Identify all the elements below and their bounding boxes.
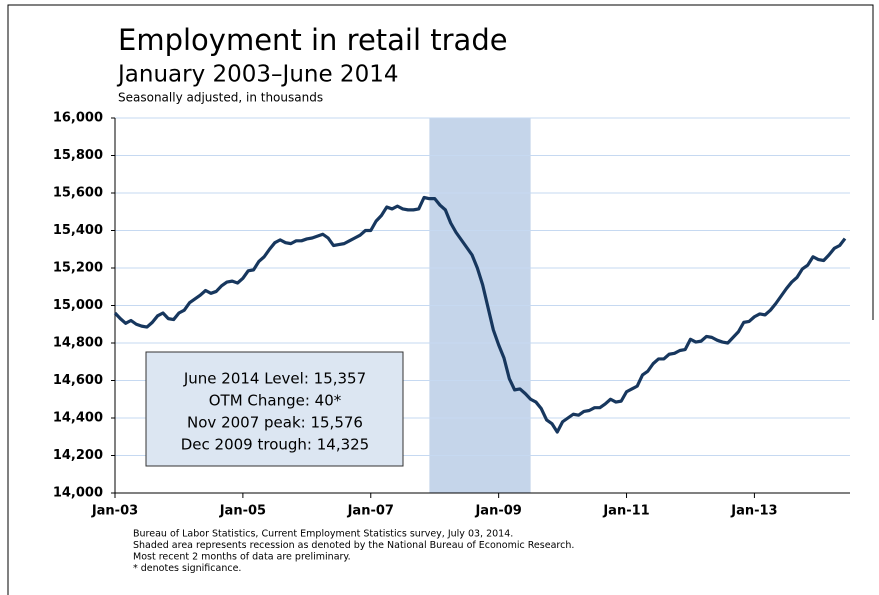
y-tick-label: 14,600 [53, 373, 103, 388]
annotation-text: OTM Change: 40* [209, 392, 342, 410]
annotation-box [145, 351, 404, 467]
y-tick-label: 15,200 [53, 261, 103, 276]
chart-title: Employment in retail trade [118, 23, 508, 57]
y-tick-label: 15,600 [53, 186, 103, 201]
annotation-text: June 2014 Level: 15,357 [183, 370, 366, 388]
y-tick-label: 14,800 [53, 336, 103, 351]
x-tick-label: Jan-05 [219, 504, 266, 519]
chart-subtitle: January 2003–June 2014 [116, 62, 398, 88]
y-tick-label: 14,200 [53, 448, 103, 463]
annotation-text: Nov 2007 peak: 15,576 [187, 414, 363, 432]
footnote: Bureau of Labor Statistics, Current Empl… [133, 529, 513, 540]
footnote: * denotes significance. [133, 563, 241, 574]
y-tick-label: 16,000 [53, 111, 103, 126]
y-axis-label: Seasonally adjusted, in thousands [118, 91, 323, 105]
y-tick-label: 15,000 [53, 298, 103, 313]
y-tick-label: 14,000 [53, 486, 103, 501]
frame [7, 4, 874, 595]
series-line [113, 195, 847, 434]
x-tick-label: Jan-13 [730, 504, 777, 519]
footnote: Most recent 2 months of data are prelimi… [133, 552, 351, 563]
annotation-text: Dec 2009 trough: 14,325 [181, 436, 369, 454]
footnote: Shaded area represents recession as deno… [133, 540, 574, 551]
y-tick-label: 15,800 [53, 148, 103, 163]
x-tick-label: Jan-09 [474, 504, 521, 519]
x-tick-label: Jan-03 [91, 504, 138, 519]
x-tick-label: Jan-07 [347, 504, 394, 519]
y-tick-label: 14,400 [53, 411, 103, 426]
y-tick-label: 15,400 [53, 223, 103, 238]
x-tick-label: Jan-11 [602, 504, 649, 519]
